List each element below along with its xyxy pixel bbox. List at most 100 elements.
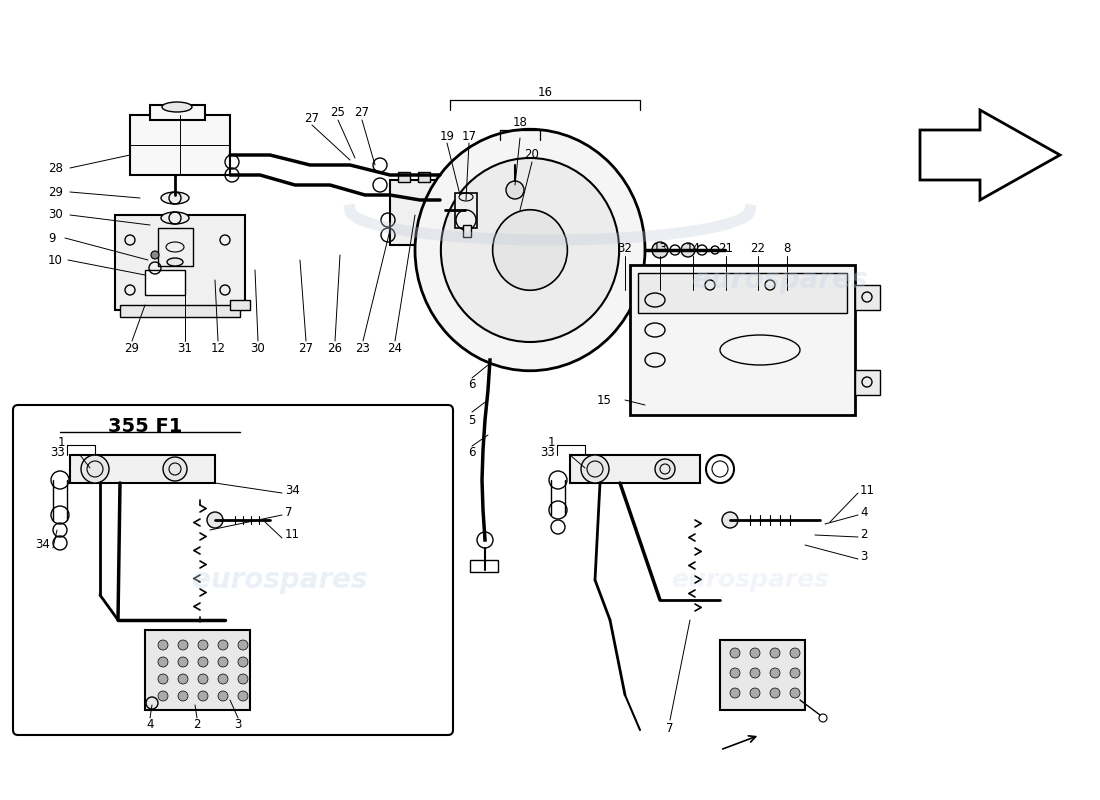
Circle shape (218, 640, 228, 650)
Text: 13: 13 (652, 242, 668, 254)
Text: 19: 19 (440, 130, 454, 143)
Text: 7: 7 (667, 722, 673, 734)
Circle shape (158, 657, 168, 667)
Text: 21: 21 (718, 242, 734, 254)
Text: 29: 29 (124, 342, 140, 354)
Text: 33: 33 (540, 446, 556, 458)
Text: 28: 28 (48, 162, 63, 174)
Ellipse shape (161, 212, 189, 224)
Bar (130, 115, 230, 175)
Text: 34: 34 (35, 538, 50, 551)
Circle shape (750, 648, 760, 658)
Circle shape (238, 657, 248, 667)
Text: 20: 20 (525, 149, 539, 162)
Bar (855, 285, 880, 310)
Polygon shape (920, 110, 1060, 200)
Ellipse shape (493, 210, 568, 290)
Bar (638, 273, 847, 313)
Circle shape (178, 640, 188, 650)
Circle shape (238, 640, 248, 650)
Circle shape (178, 691, 188, 701)
Text: 3: 3 (860, 550, 868, 562)
Bar (145, 270, 185, 295)
Circle shape (730, 688, 740, 698)
Circle shape (207, 512, 223, 528)
Text: 25: 25 (331, 106, 345, 118)
Text: 26: 26 (328, 342, 342, 354)
Bar (855, 370, 880, 395)
Circle shape (654, 459, 675, 479)
Circle shape (750, 688, 760, 698)
Circle shape (198, 657, 208, 667)
Text: 2: 2 (194, 718, 200, 731)
Circle shape (730, 648, 740, 658)
Circle shape (770, 668, 780, 678)
Bar (390, 180, 446, 245)
Text: 1: 1 (548, 435, 556, 449)
Bar (470, 560, 498, 572)
Circle shape (790, 688, 800, 698)
Bar (455, 193, 477, 228)
Text: 6: 6 (469, 446, 475, 459)
Ellipse shape (161, 192, 189, 204)
Bar (145, 630, 250, 710)
Text: 4: 4 (146, 718, 154, 731)
Circle shape (218, 657, 228, 667)
Text: 30: 30 (48, 209, 63, 222)
Text: 27: 27 (298, 342, 314, 354)
Bar (720, 640, 805, 710)
Circle shape (158, 674, 168, 684)
Ellipse shape (162, 102, 192, 112)
Circle shape (652, 242, 668, 258)
Circle shape (238, 674, 248, 684)
Bar (570, 455, 700, 483)
Text: 11: 11 (285, 529, 300, 542)
Circle shape (163, 457, 187, 481)
Text: 2: 2 (860, 527, 868, 541)
Text: 4: 4 (860, 506, 868, 518)
Text: 15: 15 (597, 394, 612, 406)
Text: 31: 31 (177, 342, 192, 354)
Text: eurospares: eurospares (671, 568, 829, 592)
Text: 29: 29 (48, 186, 63, 198)
Circle shape (218, 674, 228, 684)
Text: eurospares: eurospares (692, 266, 868, 294)
Text: 355 F1: 355 F1 (108, 418, 183, 437)
Circle shape (218, 691, 228, 701)
Text: 1: 1 (57, 435, 65, 449)
Circle shape (198, 640, 208, 650)
Text: 32: 32 (617, 242, 632, 254)
Circle shape (198, 674, 208, 684)
Bar (150, 105, 205, 120)
Circle shape (151, 251, 160, 259)
Circle shape (158, 640, 168, 650)
Circle shape (770, 688, 780, 698)
Bar (230, 300, 250, 310)
Bar (70, 455, 214, 483)
Circle shape (581, 455, 609, 483)
Bar (116, 215, 245, 310)
Circle shape (750, 668, 760, 678)
Bar (398, 172, 410, 182)
Circle shape (722, 512, 738, 528)
Circle shape (790, 668, 800, 678)
Circle shape (730, 668, 740, 678)
Bar (158, 228, 192, 266)
Text: 34: 34 (285, 483, 300, 497)
Circle shape (681, 243, 695, 257)
Bar (463, 225, 471, 237)
Text: 10: 10 (48, 254, 63, 266)
Text: 16: 16 (538, 86, 552, 98)
Ellipse shape (441, 158, 619, 342)
Text: 27: 27 (305, 111, 319, 125)
Circle shape (506, 181, 524, 199)
Text: 12: 12 (210, 342, 225, 354)
Circle shape (790, 648, 800, 658)
Text: 33: 33 (51, 446, 65, 458)
Text: 22: 22 (750, 242, 766, 254)
Bar (630, 265, 855, 415)
Ellipse shape (167, 258, 183, 266)
Text: 11: 11 (860, 483, 875, 497)
Ellipse shape (415, 130, 645, 370)
Text: 18: 18 (513, 115, 527, 129)
